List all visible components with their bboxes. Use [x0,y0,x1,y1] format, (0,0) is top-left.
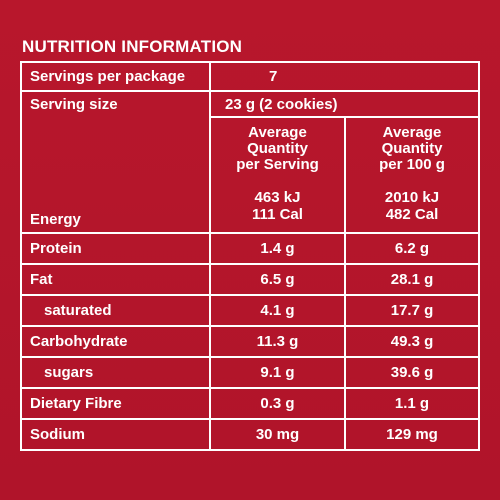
nutrient-label: sugars [20,356,211,389]
nutrient-per-serving: 6.5 g [209,263,346,296]
energy-per-serving: 463 kJ 111 Cal [209,180,346,234]
nutrient-label: saturated [20,294,211,327]
nutrient-label: Carbohydrate [20,325,211,358]
nutrient-row: Protein 1.4 g 6.2 g [20,232,480,265]
energy-label: Energy [20,180,211,234]
nutrient-per-100g: 17.7 g [344,294,480,327]
servings-label: Servings per package [20,61,211,92]
serving-size-row: Serving size 23 g (2 cookies) [20,90,480,118]
header-per-serving: Average Quantity per Serving [209,116,346,180]
nutrient-per-100g: 129 mg [344,418,480,451]
nutrient-row: Sodium 30 mg 129 mg [20,418,480,451]
nutrient-per-100g: 6.2 g [344,232,480,265]
nutrient-row: sugars 9.1 g 39.6 g [20,356,480,389]
nutrient-label: Protein [20,232,211,265]
nutrient-label: Sodium [20,418,211,451]
nutrient-per-100g: 39.6 g [344,356,480,389]
nutrient-per-serving: 9.1 g [209,356,346,389]
nutrient-per-serving: 11.3 g [209,325,346,358]
servings-row: Servings per package 7 [20,61,480,92]
nutrient-per-100g: 49.3 g [344,325,480,358]
nutrient-label: Fat [20,263,211,296]
nutrient-per-serving: 30 mg [209,418,346,451]
panel-title: NUTRITION INFORMATION [22,37,243,56]
header-per-100g: Average Quantity per 100 g [344,116,480,180]
nutrient-row: Dietary Fibre 0.3 g 1.1 g [20,387,480,420]
nutrition-table: Servings per package 7 Serving size 23 g… [20,61,480,451]
nutrient-per-100g: 28.1 g [344,263,480,296]
header-blank-cell [20,117,211,180]
nutrient-label: Dietary Fibre [20,387,211,420]
nutrient-row: Fat 6.5 g 28.1 g [20,263,480,296]
nutrient-per-serving: 4.1 g [209,294,346,327]
nutrient-per-serving: 1.4 g [209,232,346,265]
nutrient-per-100g: 1.1 g [344,387,480,420]
energy-per-100g: 2010 kJ 482 Cal [344,180,480,234]
energy-row: Energy 463 kJ 111 Cal 2010 kJ 482 Cal [20,180,480,234]
nutrient-per-serving: 0.3 g [209,387,346,420]
serving-size-label: Serving size [20,90,211,117]
nutrient-row: saturated 4.1 g 17.7 g [20,294,480,327]
servings-value: 7 [209,61,480,92]
serving-size-value: 23 g (2 cookies) [209,90,480,118]
column-header-row: Average Quantity per Serving Average Qua… [20,116,480,180]
nutrient-row: Carbohydrate 11.3 g 49.3 g [20,325,480,358]
